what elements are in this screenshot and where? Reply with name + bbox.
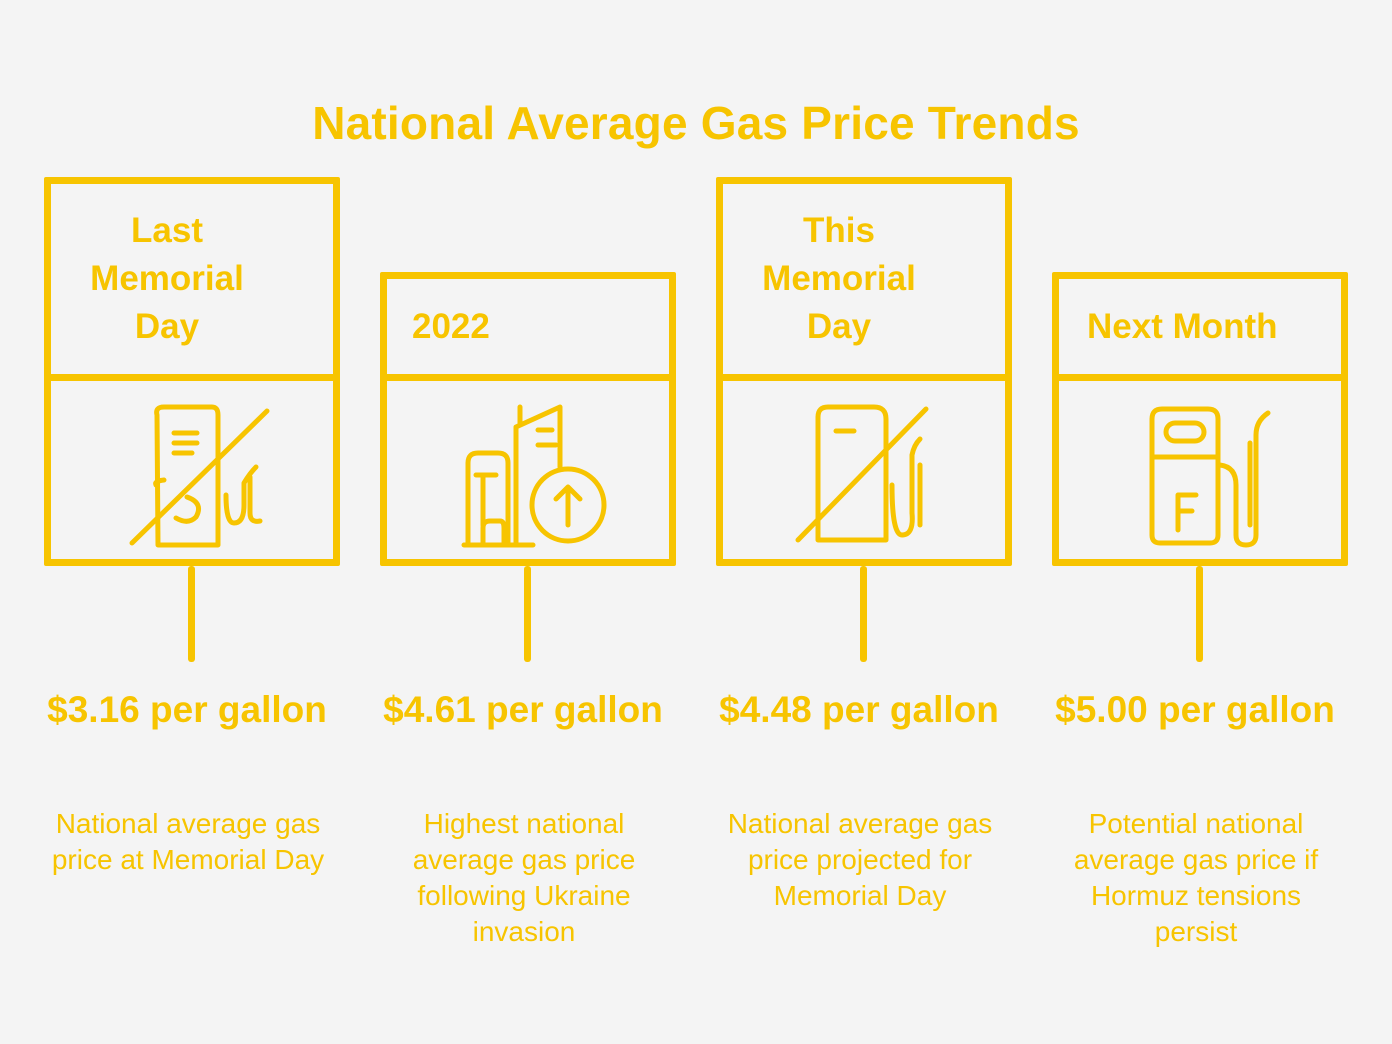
crossed-out-gas-pump-icon (795, 404, 929, 543)
buildings-up-arrow-icon (461, 404, 607, 548)
crossed-out-gas-pump-icon (129, 404, 270, 548)
milestone-label-box: 2022 (387, 279, 669, 381)
milestone-label-box: Last Memorial Day (51, 184, 333, 381)
milestone-label: This Memorial Day (762, 211, 916, 346)
milestone-icon-area (723, 381, 1005, 559)
milestone-description: Potential national average gas price if … (1073, 808, 1319, 947)
milestone-description: National average gas price at Memorial D… (51, 808, 325, 875)
milestone-sign-this-memorial-day: This Memorial Day (716, 177, 1012, 566)
milestone-post (1196, 566, 1203, 662)
milestone-icon-area (387, 381, 669, 559)
milestone-icon-area (51, 381, 333, 559)
milestone-label: 2022 (412, 306, 490, 346)
milestone-label-box: Next Month (1059, 279, 1341, 381)
milestone-sign-next-month: Next Month (1052, 272, 1348, 566)
milestone-price: $4.61 per gallon (383, 689, 663, 730)
milestone-label-box: This Memorial Day (723, 184, 1005, 381)
milestone-price: $5.00 per gallon (1055, 689, 1335, 730)
milestone-label: Last Memorial Day (90, 211, 244, 346)
milestone-icon-area (1059, 381, 1341, 559)
milestone-description: National average gas price projected for… (727, 808, 993, 911)
milestone-sign-2022: 2022 (380, 272, 676, 566)
milestone-price: $4.48 per gallon (719, 689, 999, 730)
gas-pump-icon (1149, 406, 1271, 548)
milestone-price: $3.16 per gallon (47, 689, 327, 730)
page-title: National Average Gas Price Trends (312, 97, 1080, 149)
milestone-sign-last-memorial-day: Last Memorial Day (44, 177, 340, 566)
milestone-post (860, 566, 867, 662)
milestone-description: Highest national average gas price follo… (412, 808, 636, 947)
milestone-post (524, 566, 531, 662)
milestone-post (188, 566, 195, 662)
milestone-label: Next Month (1087, 306, 1278, 346)
